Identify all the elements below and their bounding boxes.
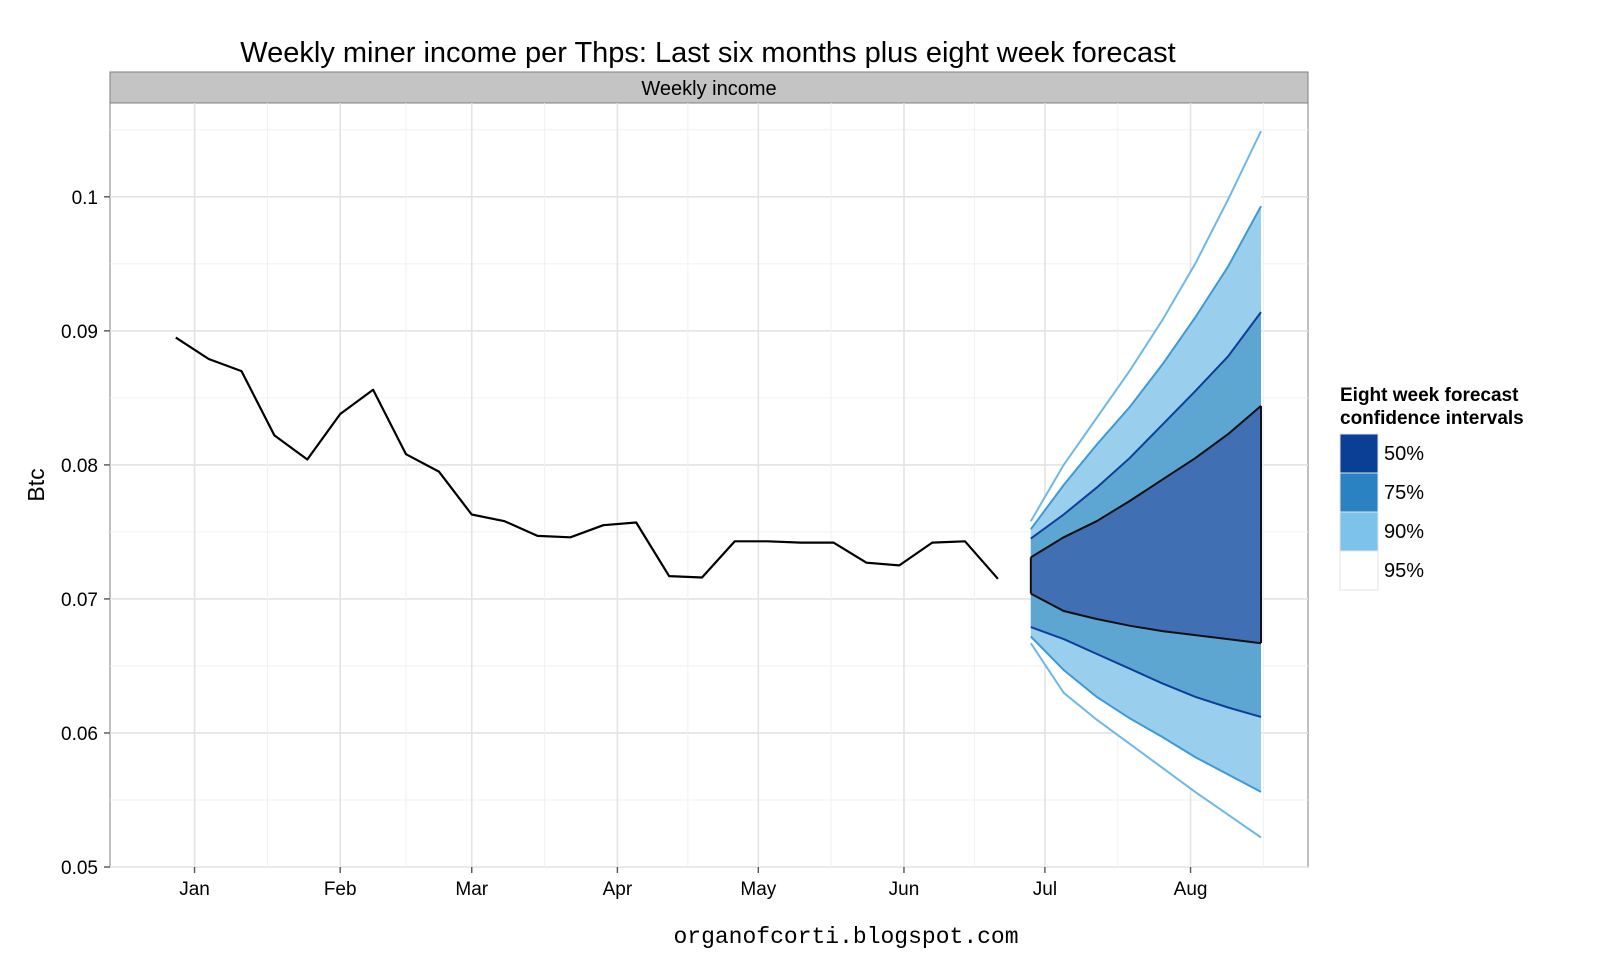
legend-title-line1: Eight week forecast <box>1340 385 1519 406</box>
forecast-lower-line-90pct <box>1030 635 1262 793</box>
x-tick-label: Jul <box>1033 879 1057 900</box>
forecast-upper-line-50pct <box>1030 405 1262 559</box>
forecast-upper-line-95pct <box>1029 130 1262 522</box>
x-tick-label: Feb <box>324 879 357 900</box>
forecast-band-50pct <box>1030 405 1261 644</box>
forecast-lower-line-50pct <box>1030 592 1262 645</box>
y-tick-label: 0.1 <box>72 188 98 209</box>
forecast-lower-line-95pct <box>1029 642 1262 839</box>
history-layer <box>175 336 999 580</box>
history-series-line <box>175 336 999 580</box>
forecast-layer <box>1029 130 1263 839</box>
caption-text: organofcorti.blogspot.com <box>673 924 1018 950</box>
axis-layer: 0.05 0.06 0.07 0.08 0.09 0.1 Jan Feb Mar Apr May Ju… <box>61 188 1207 900</box>
x-tick-label: May <box>740 879 776 900</box>
legend-label-50pct: 50% <box>1384 443 1424 465</box>
y-axis-label: Btc <box>23 468 49 501</box>
panel-strip <box>109 71 1309 104</box>
x-tick-label: Jan <box>179 879 210 900</box>
chart-title: Weekly miner income per Thps: Last six m… <box>240 37 1175 69</box>
legend-layer: 50% 75% 90% 95% <box>1339 433 1424 591</box>
y-tick-label: 0.09 <box>61 322 98 343</box>
forecast-upper-line-75pct <box>1030 311 1262 540</box>
legend-label-90pct: 90% <box>1384 521 1424 543</box>
legend-title-line2: confidence intervals <box>1340 408 1524 429</box>
y-tick-label: 0.05 <box>61 858 98 879</box>
legend-swatch-95pct <box>1339 550 1379 591</box>
x-tick-label: Mar <box>455 879 488 900</box>
legend-swatch-75pct <box>1339 472 1379 513</box>
legend-label-95pct: 95% <box>1384 560 1424 582</box>
legend-label-75pct: 75% <box>1384 482 1424 504</box>
x-tick-label: Apr <box>603 879 633 900</box>
forecast-upper-line-90pct <box>1029 205 1262 530</box>
legend-swatch-90pct <box>1339 511 1379 552</box>
legend-swatch-50pct <box>1339 433 1379 474</box>
y-tick-label: 0.08 <box>61 456 98 477</box>
x-tick-label: Jun <box>889 879 920 900</box>
forecast-lower-line-75pct <box>1030 626 1262 718</box>
y-tick-label: 0.06 <box>61 724 98 745</box>
x-tick-label: Aug <box>1174 879 1208 900</box>
panel-strip-label: Weekly income <box>641 78 776 100</box>
y-tick-label: 0.07 <box>61 590 98 611</box>
